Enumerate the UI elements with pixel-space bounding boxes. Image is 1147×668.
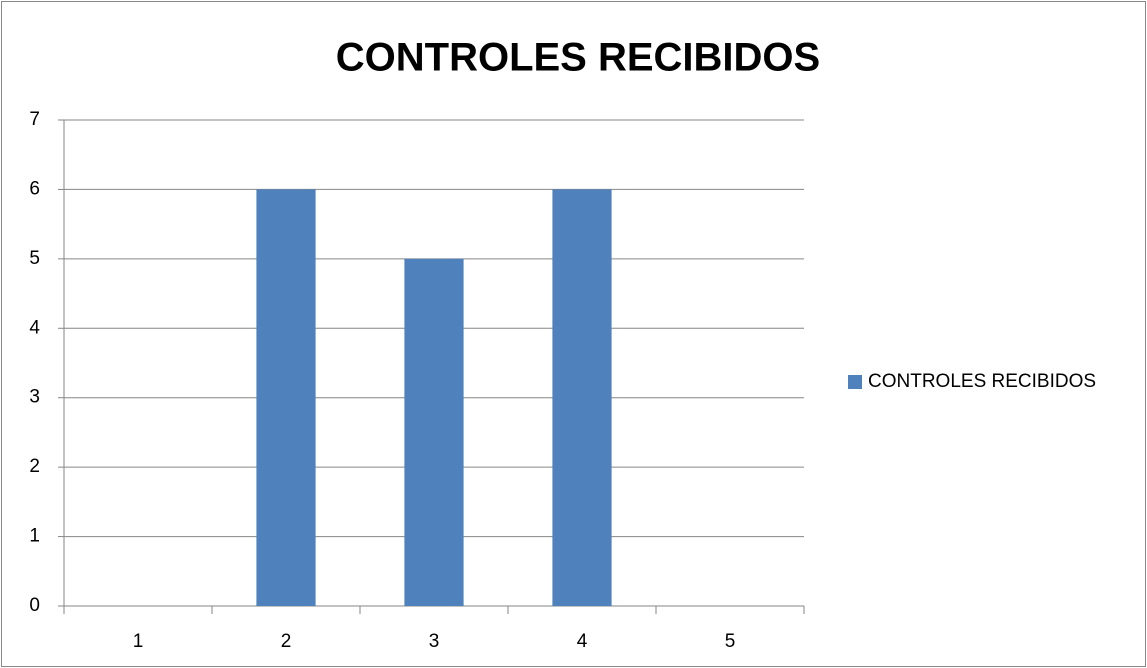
y-tick-label: 5 bbox=[29, 248, 40, 269]
bar bbox=[552, 189, 612, 606]
y-tick-label: 0 bbox=[29, 595, 40, 616]
x-tick-label: 5 bbox=[725, 631, 736, 652]
y-tick-label: 7 bbox=[29, 109, 40, 130]
x-tick-label: 4 bbox=[577, 631, 588, 652]
legend-label: CONTROLES RECIBIDOS bbox=[868, 371, 1096, 392]
bar bbox=[404, 258, 464, 606]
chart-title: CONTROLES RECIBIDOS bbox=[336, 36, 820, 80]
y-tick-label: 2 bbox=[29, 456, 40, 477]
x-tick-label: 3 bbox=[429, 631, 440, 652]
x-tick-label: 1 bbox=[133, 631, 144, 652]
y-tick-label: 6 bbox=[29, 178, 40, 199]
y-tick-label: 3 bbox=[29, 387, 40, 408]
y-tick-label: 1 bbox=[29, 526, 40, 547]
y-tick-label: 4 bbox=[29, 317, 40, 338]
legend-swatch bbox=[848, 375, 862, 389]
x-tick-label: 2 bbox=[281, 631, 292, 652]
bar bbox=[256, 189, 316, 606]
